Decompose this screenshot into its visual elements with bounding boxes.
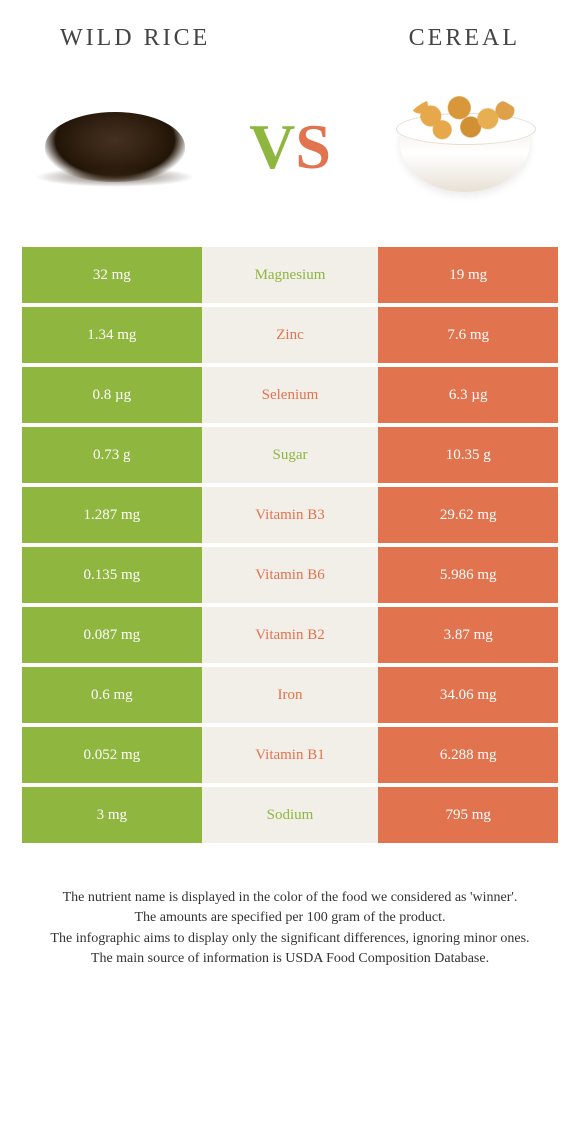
wild-rice-image (30, 87, 200, 207)
footnote: The nutrient name is displayed in the co… (30, 888, 550, 969)
value-right: 7.6 mg (378, 307, 558, 363)
nutrient-label: Vitamin B1 (202, 727, 379, 783)
value-left: 3 mg (22, 787, 202, 843)
images-row: V S (0, 67, 580, 247)
value-right: 34.06 mg (378, 667, 558, 723)
value-right: 10.35 g (378, 427, 558, 483)
title-left: WILD RICE (60, 25, 210, 52)
nutrient-label: Iron (202, 667, 379, 723)
cereal-image (380, 87, 550, 207)
value-right: 6.3 µg (378, 367, 558, 423)
value-left: 1.34 mg (22, 307, 202, 363)
table-row: 0.6 mgIron34.06 mg (22, 667, 558, 723)
nutrient-label: Magnesium (202, 247, 379, 303)
value-left: 0.135 mg (22, 547, 202, 603)
table-row: 1.287 mgVitamin B329.62 mg (22, 487, 558, 543)
nutrient-label: Vitamin B3 (202, 487, 379, 543)
footnote-line: The amounts are specified per 100 gram o… (30, 908, 550, 928)
value-left: 0.6 mg (22, 667, 202, 723)
comparison-table: 32 mgMagnesium19 mg1.34 mgZinc7.6 mg0.8 … (22, 247, 558, 843)
vs-label: V S (249, 110, 331, 184)
value-right: 6.288 mg (378, 727, 558, 783)
value-left: 0.087 mg (22, 607, 202, 663)
value-right: 5.986 mg (378, 547, 558, 603)
table-row: 1.34 mgZinc7.6 mg (22, 307, 558, 363)
header: WILD RICE CEREAL (0, 0, 580, 67)
table-row: 3 mgSodium795 mg (22, 787, 558, 843)
value-left: 32 mg (22, 247, 202, 303)
value-right: 3.87 mg (378, 607, 558, 663)
value-left: 0.052 mg (22, 727, 202, 783)
vs-v: V (249, 110, 295, 184)
value-left: 1.287 mg (22, 487, 202, 543)
nutrient-label: Vitamin B6 (202, 547, 379, 603)
table-row: 0.8 µgSelenium6.3 µg (22, 367, 558, 423)
nutrient-label: Sugar (202, 427, 379, 483)
table-row: 0.087 mgVitamin B23.87 mg (22, 607, 558, 663)
footnote-line: The main source of information is USDA F… (30, 949, 550, 969)
value-left: 0.73 g (22, 427, 202, 483)
table-row: 32 mgMagnesium19 mg (22, 247, 558, 303)
value-left: 0.8 µg (22, 367, 202, 423)
nutrient-label: Selenium (202, 367, 379, 423)
footnote-line: The nutrient name is displayed in the co… (30, 888, 550, 908)
nutrient-label: Sodium (202, 787, 379, 843)
table-row: 0.052 mgVitamin B16.288 mg (22, 727, 558, 783)
value-right: 29.62 mg (378, 487, 558, 543)
value-right: 795 mg (378, 787, 558, 843)
table-row: 0.135 mgVitamin B65.986 mg (22, 547, 558, 603)
nutrient-label: Vitamin B2 (202, 607, 379, 663)
nutrient-label: Zinc (202, 307, 379, 363)
vs-s: S (295, 110, 331, 184)
footnote-line: The infographic aims to display only the… (30, 929, 550, 949)
table-row: 0.73 gSugar10.35 g (22, 427, 558, 483)
title-right: CEREAL (409, 25, 520, 52)
value-right: 19 mg (378, 247, 558, 303)
